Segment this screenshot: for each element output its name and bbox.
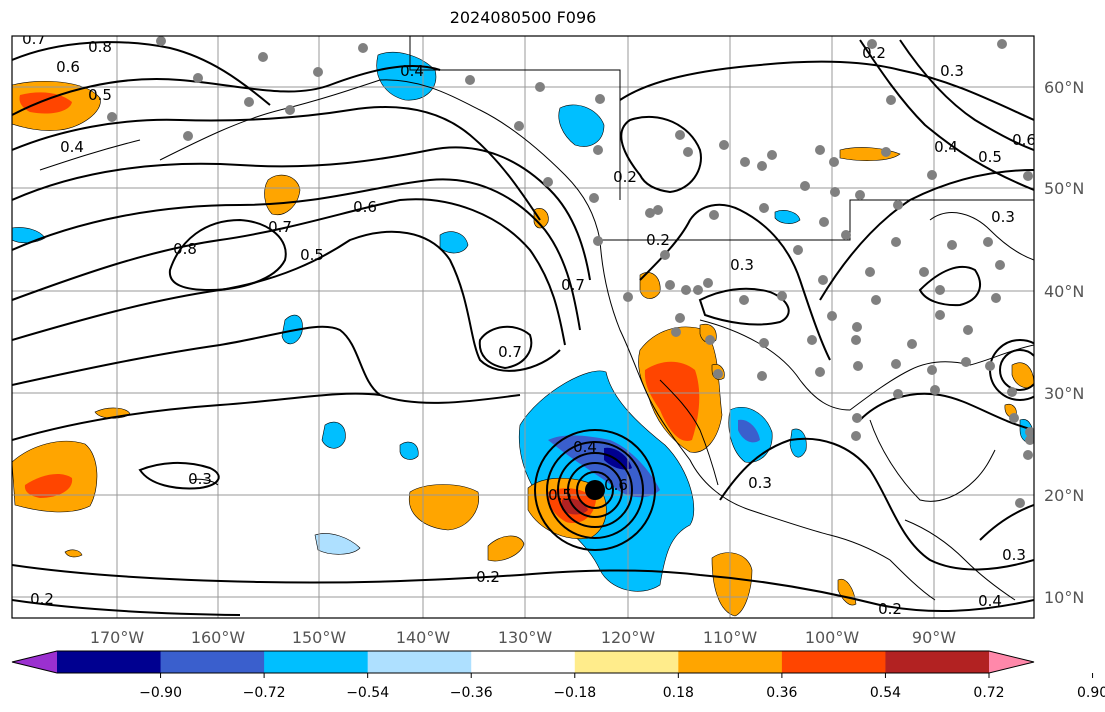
- contour-label: 0.6: [1012, 131, 1036, 149]
- lon-label: 110°W: [703, 628, 758, 647]
- contour-label: 0.2: [476, 568, 500, 586]
- lon-label: 170°W: [90, 628, 145, 647]
- lat-lon-grid: [12, 36, 1034, 618]
- contour-label: 0.6: [56, 58, 80, 76]
- contour-label: 0.4: [400, 62, 424, 80]
- contour-label: 0.4: [978, 592, 1002, 610]
- colorbar-tick-label: −0.54: [346, 685, 389, 701]
- colorbar-tick-label: 0.72: [973, 685, 1004, 701]
- latitude-labels: 60°N 50°N 40°N 30°N 20°N 10°N: [1044, 78, 1084, 607]
- lon-label: 160°W: [191, 628, 246, 647]
- contour-label: 0.3: [991, 208, 1015, 226]
- station-dots: [107, 36, 1034, 508]
- contour-label: 0.2: [862, 44, 886, 62]
- longitude-labels: 170°W 160°W 150°W 140°W 130°W 120°W 110°…: [90, 628, 956, 647]
- colorbar-tick-label: −0.72: [243, 685, 286, 701]
- contour-label: 0.6: [604, 476, 628, 494]
- contour-label: 0.5: [300, 246, 324, 264]
- lon-label: 140°W: [396, 628, 451, 647]
- colorbar-segment: [885, 651, 990, 673]
- lon-label: 100°W: [805, 628, 860, 647]
- map-frame: [11, 35, 1035, 619]
- colorbar-segment: [678, 651, 783, 673]
- lon-label: 130°W: [498, 628, 553, 647]
- colorbar-extension-low: [12, 651, 57, 673]
- contour-label: 0.7: [561, 276, 585, 294]
- contour-label: 0.7: [268, 218, 292, 236]
- colorbar-extension-high: [989, 651, 1034, 673]
- contour-label: 0.3: [1002, 546, 1026, 564]
- colorbar-segment: [367, 651, 472, 673]
- lat-label: 20°N: [1044, 486, 1084, 505]
- contour-label: 0.2: [646, 231, 670, 249]
- contour-label: 0.7: [498, 343, 522, 361]
- colorbar-tick-label: 0.54: [870, 685, 901, 701]
- contour-label: 0.5: [548, 486, 572, 504]
- contour-label: 0.8: [88, 38, 112, 56]
- contour-label: 0.2: [878, 600, 902, 618]
- colorbar-outline: [11, 650, 1035, 674]
- contour-label: 0.8: [173, 240, 197, 258]
- colorbar-segment: [471, 651, 576, 673]
- colorbar: −0.90 −0.72 −0.54 −0.36 −0.18 0.18 0.36 0.54 0.7…: [11, 650, 1105, 701]
- contour-label-group: 0.7 0.8 0.6 0.5 0.4 0.2 0.8 0.7 0.5 0.6 …: [22, 30, 1036, 618]
- map-area: 0.7 0.8 0.6 0.5 0.4 0.2 0.8 0.7 0.5 0.6 …: [12, 30, 1036, 618]
- coastlines: [39, 36, 1034, 601]
- lat-label: 10°N: [1044, 588, 1084, 607]
- colorbar-segment: [574, 651, 679, 673]
- contour-label: 0.5: [978, 148, 1002, 166]
- lon-label: 90°W: [912, 628, 956, 647]
- lon-label: 120°W: [601, 628, 656, 647]
- contour-label: 0.4: [934, 138, 958, 156]
- colorbar-tick-label: 0.90: [1077, 685, 1105, 701]
- lat-label: 50°N: [1044, 179, 1084, 198]
- colorbar-tick-label: −0.18: [553, 685, 596, 701]
- contour-lines: [12, 39, 1034, 616]
- colorbar-tick-label: −0.36: [450, 685, 493, 701]
- contour-label: 0.4: [60, 138, 84, 156]
- colorbar-segment: [264, 651, 369, 673]
- colorbar-segment: [57, 651, 162, 673]
- contour-label: 0.3: [940, 62, 964, 80]
- colorbar-tick-label: 0.36: [766, 685, 797, 701]
- contour-label: 0.2: [613, 168, 637, 186]
- contour-label: 0.5: [88, 86, 112, 104]
- contour-label: 0.7: [22, 30, 46, 48]
- shaded-fields: [12, 52, 1034, 617]
- contour-label: 0.3: [730, 256, 754, 274]
- figure-title: 2024080500 F096: [449, 8, 597, 27]
- contour-label: 0.4: [573, 438, 597, 456]
- colorbar-segment: [160, 651, 265, 673]
- contour-label: 0.3: [188, 470, 212, 488]
- colorbar-tick-label: −0.90: [139, 685, 182, 701]
- colorbar-segment: [781, 651, 886, 673]
- lat-label: 60°N: [1044, 78, 1084, 97]
- tropical-cyclone-marker: [585, 480, 605, 500]
- colorbar-tick-label: 0.18: [663, 685, 694, 701]
- contour-label: 0.3: [748, 474, 772, 492]
- lon-label: 150°W: [292, 628, 347, 647]
- lat-label: 40°N: [1044, 282, 1084, 301]
- contour-label: 0.2: [30, 590, 54, 608]
- colorbar-ticks: −0.90 −0.72 −0.54 −0.36 −0.18 0.18 0.36 0.54 0.7…: [139, 673, 1105, 701]
- colorbar-segments: [11, 650, 1035, 674]
- lat-label: 30°N: [1044, 384, 1084, 403]
- contour-label: 0.6: [353, 198, 377, 216]
